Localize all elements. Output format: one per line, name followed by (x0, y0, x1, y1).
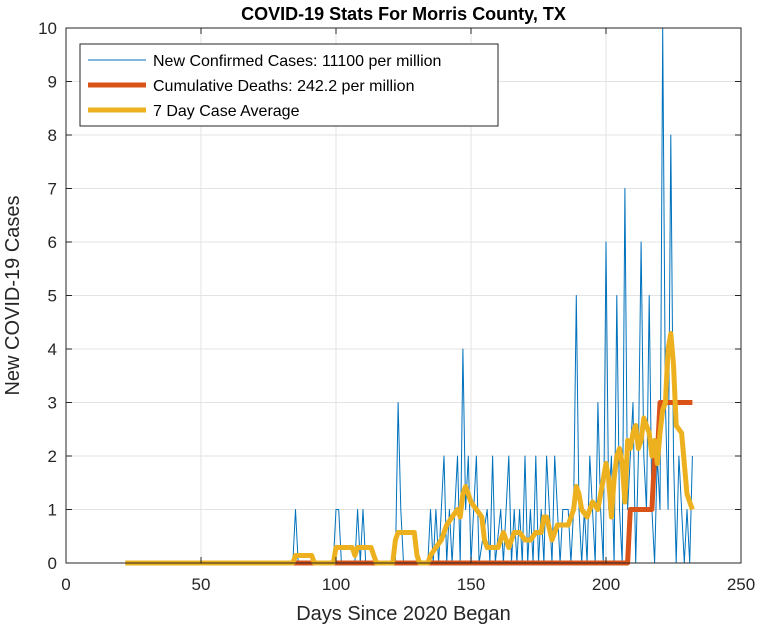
x-tick-label: 100 (322, 575, 350, 594)
legend-box (79, 43, 499, 127)
legend-label-new-cases: New Confirmed Cases: 11100 per million (153, 53, 441, 70)
y-tick-label: 1 (48, 501, 57, 520)
x-tick-label: 150 (457, 575, 485, 594)
legend-label-average: 7 Day Case Average (153, 103, 300, 120)
y-tick-label: 4 (48, 340, 57, 359)
y-tick-label: 8 (48, 126, 57, 145)
y-tick-label: 2 (48, 447, 57, 466)
legend: New Confirmed Cases: 11100 per million C… (79, 43, 499, 127)
series-7-day-average (125, 331, 695, 566)
y-axis: 0 1 2 3 4 5 6 7 8 9 10 (38, 19, 741, 573)
y-tick-label: 9 (48, 73, 57, 92)
y-tick-label: 5 (48, 287, 57, 306)
y-tick-label: 0 (48, 554, 57, 573)
chart-title: COVID-19 Stats For Morris County, TX (241, 4, 566, 24)
x-tick-label: 250 (727, 575, 755, 594)
y-tick-label: 10 (38, 19, 57, 38)
series-cumulative-deaths (125, 400, 693, 566)
x-axis-label: Days Since 2020 Began (296, 603, 511, 625)
y-axis-label: New COVID-19 Cases (2, 195, 24, 395)
x-tick-label: 50 (192, 575, 211, 594)
x-tick-label: 200 (592, 575, 620, 594)
y-tick-label: 3 (48, 394, 57, 413)
legend-label-deaths: Cumulative Deaths: 242.2 per million (153, 78, 414, 95)
x-tick-label: 0 (61, 575, 70, 594)
y-tick-label: 7 (48, 180, 57, 199)
x-axis: 0 50 100 150 200 250 (61, 28, 755, 594)
y-tick-label: 6 (48, 233, 57, 252)
